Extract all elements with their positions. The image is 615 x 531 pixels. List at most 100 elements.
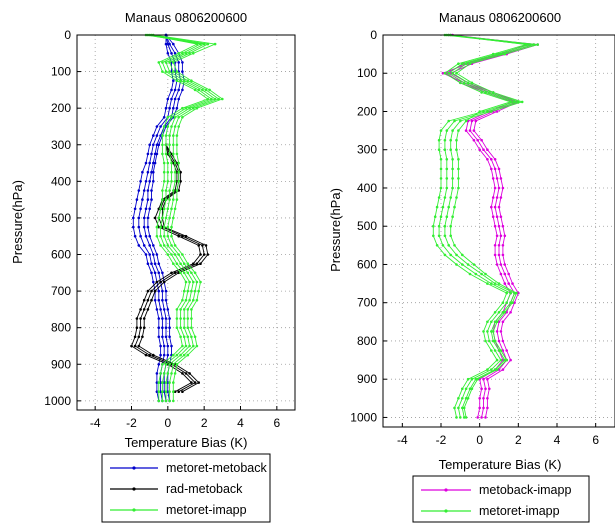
data-point — [166, 372, 170, 375]
legend-marker — [132, 487, 136, 491]
y-tick-label: 700 — [357, 296, 377, 310]
data-point — [150, 289, 153, 293]
data-point — [491, 330, 495, 333]
y-tick-label: 600 — [357, 257, 377, 271]
data-point — [141, 198, 144, 201]
y-tick-label: 400 — [51, 174, 71, 188]
data-point — [146, 216, 150, 220]
data-point — [476, 138, 480, 142]
data-point — [474, 119, 478, 123]
data-point — [172, 152, 175, 156]
data-point — [152, 244, 155, 247]
data-point — [491, 339, 495, 343]
data-point — [177, 234, 180, 238]
data-point — [179, 271, 182, 275]
data-point — [480, 138, 483, 142]
data-point — [493, 320, 497, 324]
x-tick-label: 2 — [515, 433, 522, 447]
data-point — [157, 335, 161, 339]
data-point — [190, 335, 193, 339]
data-point — [153, 152, 157, 156]
data-point — [152, 180, 155, 183]
data-point — [443, 196, 447, 199]
data-point — [208, 88, 211, 92]
data-point — [155, 280, 159, 284]
data-point — [166, 116, 170, 119]
data-point — [155, 134, 159, 137]
data-point — [164, 134, 168, 137]
data-point — [155, 390, 159, 394]
data-point — [168, 335, 171, 339]
data-point — [186, 289, 190, 293]
x-tick-label: 6 — [592, 433, 599, 447]
data-point — [168, 143, 171, 147]
data-point — [503, 311, 507, 314]
data-point — [455, 253, 458, 257]
data-point — [150, 152, 153, 156]
data-point — [139, 326, 142, 330]
data-point — [511, 301, 514, 305]
data-point — [168, 216, 171, 220]
x-axis-label: Temperature Bias (K) — [125, 435, 248, 450]
data-point — [443, 234, 447, 238]
data-point — [495, 368, 499, 371]
data-point — [482, 406, 485, 410]
data-point — [459, 81, 462, 85]
data-point — [170, 152, 173, 156]
data-point — [142, 225, 146, 229]
y-tick-label: 500 — [357, 219, 377, 233]
data-point — [464, 387, 468, 391]
data-point — [173, 189, 177, 192]
data-point — [177, 170, 180, 174]
data-point — [173, 390, 177, 394]
data-point — [495, 358, 499, 362]
data-point — [509, 358, 512, 362]
chart-right: Manaus 0806200600 -4 -2 0 2 4 6 0 100 200 300 400 5… — [328, 10, 615, 472]
data-point — [190, 79, 193, 82]
data-point — [204, 244, 208, 247]
data-point — [491, 196, 495, 199]
y-axis-label: Pressure(hPa) — [328, 188, 343, 272]
data-point — [168, 198, 171, 201]
legend-marker — [132, 508, 136, 512]
data-point — [181, 298, 184, 302]
y-tick-label: 1000 — [44, 394, 71, 408]
data-point — [161, 317, 164, 320]
data-point — [184, 298, 188, 302]
data-point — [497, 253, 501, 257]
data-point — [449, 196, 453, 199]
data-point — [181, 106, 184, 110]
data-point — [166, 97, 170, 101]
legend-label: metoret-metoback — [166, 461, 267, 475]
data-point — [175, 353, 179, 357]
data-point — [157, 271, 161, 275]
data-point — [497, 282, 501, 285]
data-point — [179, 335, 182, 339]
data-point — [162, 125, 166, 128]
data-point — [159, 353, 162, 357]
data-point — [493, 224, 497, 228]
data-point — [499, 263, 503, 266]
legend-entry: metoret-imapp — [421, 504, 560, 518]
data-point — [170, 97, 173, 101]
data-point — [139, 180, 142, 183]
data-point — [441, 71, 445, 75]
legend-label: metoret-imapp — [166, 503, 247, 517]
data-point — [451, 71, 454, 75]
x-tick-label: -2 — [436, 433, 447, 447]
data-point — [170, 271, 173, 275]
data-point — [164, 198, 168, 201]
data-point — [464, 119, 468, 123]
data-point — [175, 262, 179, 266]
data-point — [173, 271, 177, 275]
data-point — [186, 271, 190, 275]
data-point — [435, 244, 439, 247]
data-point — [190, 308, 193, 311]
data-point — [162, 170, 166, 174]
data-point — [148, 253, 151, 256]
data-point — [457, 186, 460, 190]
y-tick-label: 500 — [51, 211, 71, 225]
data-point — [164, 189, 168, 192]
data-point — [175, 363, 179, 366]
